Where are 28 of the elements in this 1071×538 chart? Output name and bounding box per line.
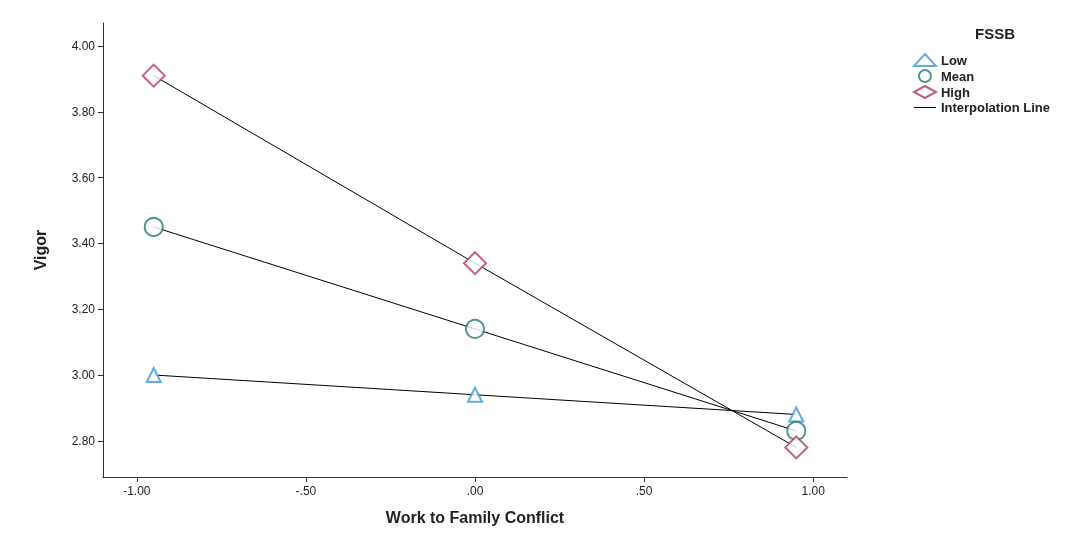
y-tick-label: 3.60 [71, 170, 96, 185]
point [784, 435, 809, 460]
x-tick-label: -1.00 [123, 484, 151, 498]
y-tick-label: 4.00 [71, 39, 96, 54]
y-tick-label: 3.20 [71, 302, 96, 317]
x-tick-label: .00 [466, 484, 484, 498]
point [143, 216, 164, 237]
legend-label: Interpolation Line [940, 100, 1051, 115]
y-axis-title: Vigor [31, 229, 49, 271]
point [145, 367, 162, 384]
point [465, 318, 485, 339]
point [788, 406, 805, 423]
x-tick-label: -.50 [295, 484, 317, 498]
point [786, 420, 807, 441]
y-tick-label: 3.40 [71, 236, 96, 251]
point [463, 251, 487, 276]
point [467, 386, 483, 403]
x-axis-title: Work to Family Conflict [385, 508, 565, 526]
y-tick-label: 2.80 [71, 433, 96, 448]
legend-label: Mean [940, 68, 975, 84]
legend-label: Low [940, 52, 968, 68]
y-tick-label: 3.80 [71, 104, 96, 119]
legend-title: FSSB [975, 25, 1016, 42]
point [141, 63, 166, 88]
x-tick-label: .50 [635, 484, 653, 498]
legend-label: High [940, 84, 970, 100]
y-tick-label: 3.00 [71, 368, 96, 383]
x-tick-label: 1.00 [801, 484, 826, 498]
